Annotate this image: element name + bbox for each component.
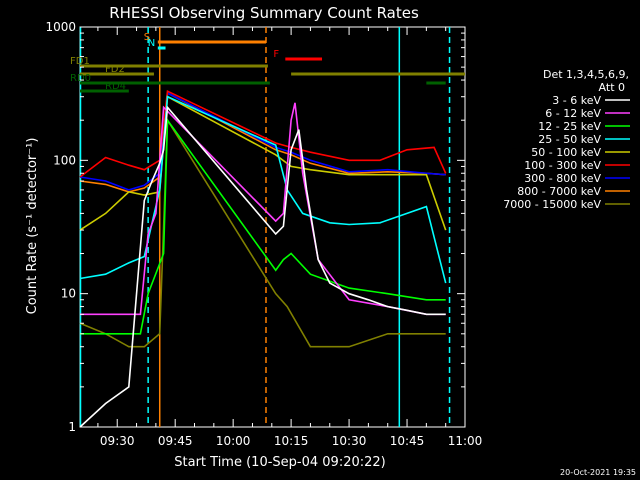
x-tick-label: 09:30: [100, 434, 135, 448]
series-line: [80, 102, 446, 316]
x-tick-label: 10:00: [216, 434, 251, 448]
legend-entry-label: 7000 - 15000 keV: [503, 198, 601, 211]
y-axis: 1 10 100 1000: [45, 20, 465, 434]
flag-label: S: [144, 32, 150, 43]
flag-label: FD1: [70, 56, 90, 67]
legend-entry-label: 50 - 100 keV: [531, 146, 601, 159]
flag-label: RD0: [70, 73, 91, 84]
y-tick-label: 10: [61, 287, 76, 301]
legend-entry-label: 800 - 7000 keV: [517, 185, 601, 198]
series-line: [80, 117, 446, 335]
y-tick-label: 100: [53, 153, 76, 167]
plot-area: [79, 26, 466, 428]
series-line: [79, 89, 447, 178]
x-axis: 09:30 09:45 10:00 10:15 10:30 10:45 11:00: [97, 27, 483, 448]
generation-timestamp: 20-Oct-2021 19:35: [560, 468, 636, 477]
legend-header: Att 0: [599, 81, 625, 94]
x-tick-label: 10:30: [332, 434, 367, 448]
flag-bars: SN F FD1 FD2 RD0 RD4: [70, 32, 465, 93]
legend-header: Det 1,3,4,5,6,9,: [543, 68, 629, 81]
legend-entry-label: 100 - 300 keV: [524, 159, 601, 172]
series-line: [79, 95, 447, 231]
legend-entry-label: 3 - 6 keV: [552, 94, 601, 107]
series-line: [79, 91, 446, 193]
flag-label: N: [148, 38, 155, 49]
legend-entry-label: 12 - 25 keV: [538, 120, 601, 133]
plot-frame: [79, 26, 466, 428]
x-axis-label: Start Time (10-Sep-04 09:20:22): [174, 455, 385, 470]
x-tick-label: 09:45: [158, 434, 193, 448]
x-tick-label: 10:45: [390, 434, 425, 448]
y-tick-label: 1000: [45, 20, 76, 34]
flag-label: F: [273, 49, 279, 60]
y-axis-label: Count Rate (s⁻¹ detector⁻¹): [25, 138, 40, 315]
series-line: [79, 117, 446, 348]
x-tick-label: 10:15: [274, 434, 309, 448]
flag-label: RD4: [105, 81, 126, 92]
y-tick-label: 1: [68, 420, 76, 434]
legend-entry-label: 6 - 12 keV: [545, 107, 601, 120]
x-tick-label: 11:00: [448, 434, 483, 448]
flag-label: FD2: [105, 64, 125, 75]
series-line: [79, 105, 446, 428]
chart-title: RHESSI Observing Summary Count Rates: [109, 4, 419, 22]
legend-entry-label: 300 - 800 keV: [524, 172, 601, 185]
legend-entry-label: 25 - 50 keV: [538, 133, 601, 146]
